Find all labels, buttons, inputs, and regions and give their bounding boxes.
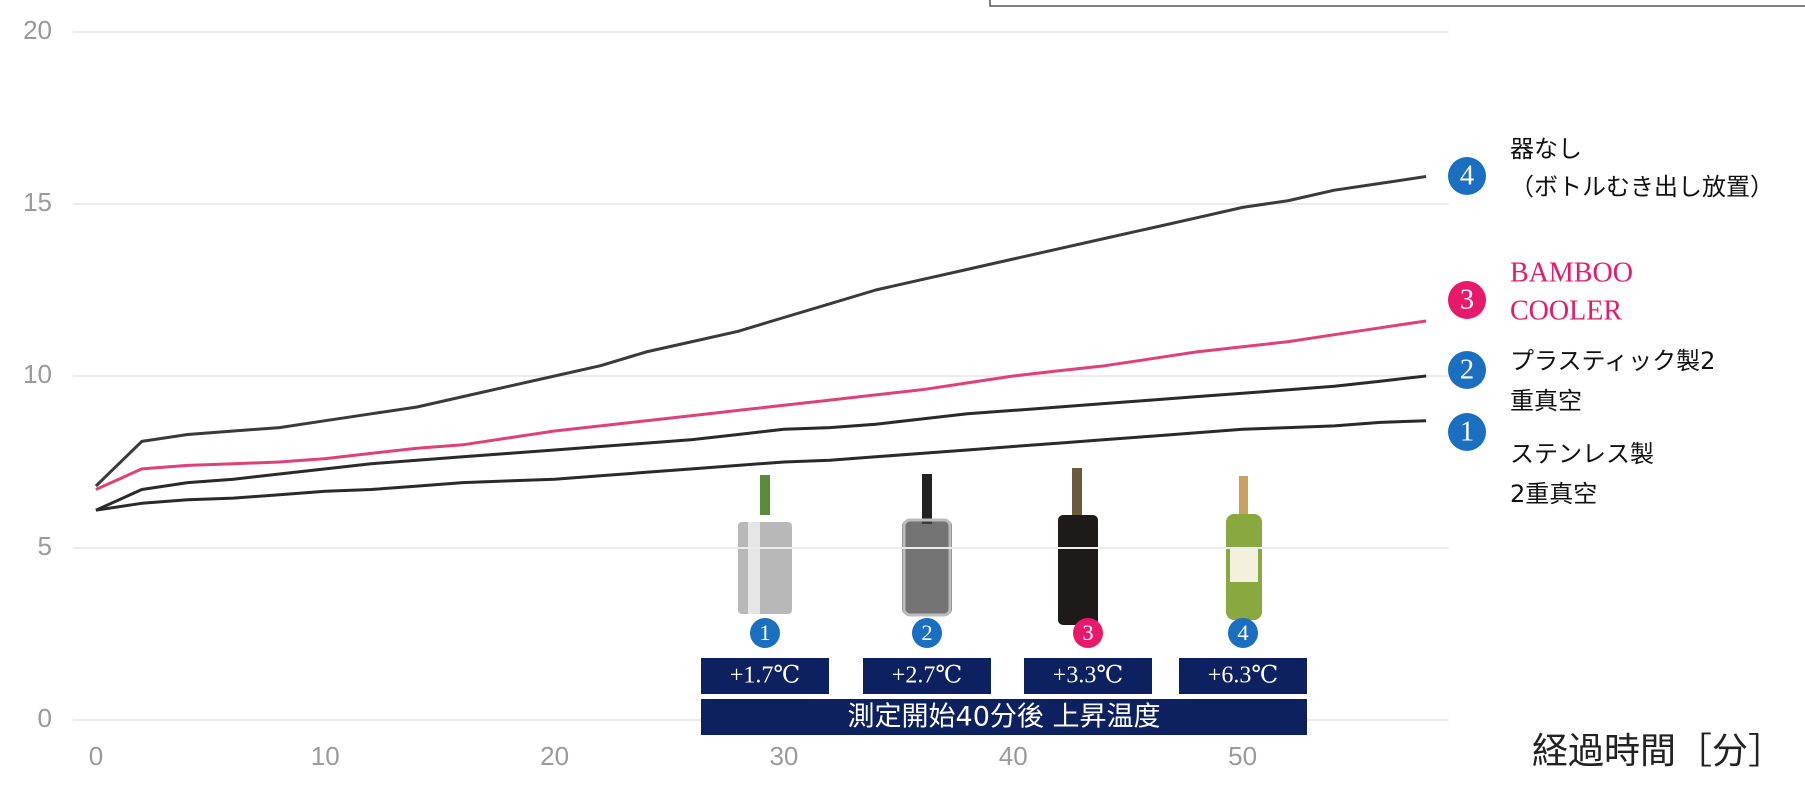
bottle-bamboo xyxy=(1058,468,1098,625)
y-tick-label: 5 xyxy=(38,531,52,561)
series-label: 器なし xyxy=(1510,135,1582,163)
y-tick-label: 0 xyxy=(38,703,52,733)
x-axis-label: 経過時間［分］ xyxy=(1532,731,1784,772)
x-tick-label: 0 xyxy=(89,741,103,771)
bottle-bare xyxy=(1226,476,1262,620)
annotation-box xyxy=(1024,658,1152,694)
series-line xyxy=(95,419,1427,512)
y-tick-label: 10 xyxy=(23,359,52,389)
series-badge-circle xyxy=(1448,281,1486,319)
annotation-label: +6.3℃ xyxy=(1208,663,1278,689)
series-badge: 3 xyxy=(1460,285,1474,316)
series-line xyxy=(95,374,1427,512)
series-badge: 2 xyxy=(1460,355,1474,386)
series-label: BAMBOO xyxy=(1510,257,1633,288)
annotation-box xyxy=(1179,658,1307,694)
series-badge-circle xyxy=(1448,157,1486,195)
series-label: （ボトルむき出し放置） xyxy=(1510,173,1774,201)
bottle-steel xyxy=(738,475,792,614)
product-images xyxy=(738,468,1262,625)
x-tick-label: 50 xyxy=(1228,741,1257,771)
annotation-box xyxy=(701,658,829,694)
series-label: プラスティック製2 xyxy=(1510,347,1715,375)
annotation-title-box xyxy=(701,699,1307,735)
x-tick-label: 20 xyxy=(540,741,569,771)
series-badge: 4 xyxy=(1460,161,1474,192)
y-tick-label: 20 xyxy=(23,15,52,45)
series-badge-circle xyxy=(1448,351,1486,389)
series-line xyxy=(95,319,1427,491)
series-badge-circle xyxy=(1448,413,1486,451)
annotation-badge-circle xyxy=(750,618,780,648)
annotation-title: 測定開始40分後 上昇温度 xyxy=(848,702,1161,733)
series-label: COOLER xyxy=(1510,295,1622,326)
series-badge: 1 xyxy=(1460,417,1474,448)
bottle-plastic xyxy=(902,474,952,617)
y-tick-label: 15 xyxy=(23,187,52,217)
series-label: 2重真空 xyxy=(1510,480,1597,508)
series-line xyxy=(94,175,1427,488)
x-tick-label: 10 xyxy=(311,741,340,771)
annotation-badge: 4 xyxy=(1237,620,1248,645)
x-tick-label: 40 xyxy=(999,741,1028,771)
series-label: ステンレス製 xyxy=(1510,440,1654,468)
annotation-label: +1.7℃ xyxy=(730,663,800,689)
annotation-badge: 3 xyxy=(1082,620,1093,645)
annotation-box xyxy=(863,658,991,694)
annotation-badge-circle xyxy=(1228,618,1258,648)
annotation-badge-circle xyxy=(1073,618,1103,648)
series-label: 重真空 xyxy=(1510,387,1582,415)
x-tick-label: 30 xyxy=(769,741,798,771)
annotation-badge-circle xyxy=(912,618,942,648)
annotation-label: +2.7℃ xyxy=(892,663,962,689)
annotation-badge: 1 xyxy=(759,620,770,645)
annotation-badge: 2 xyxy=(921,620,932,645)
legend-box-edge xyxy=(989,0,1805,7)
annotation-label: +3.3℃ xyxy=(1053,663,1123,689)
